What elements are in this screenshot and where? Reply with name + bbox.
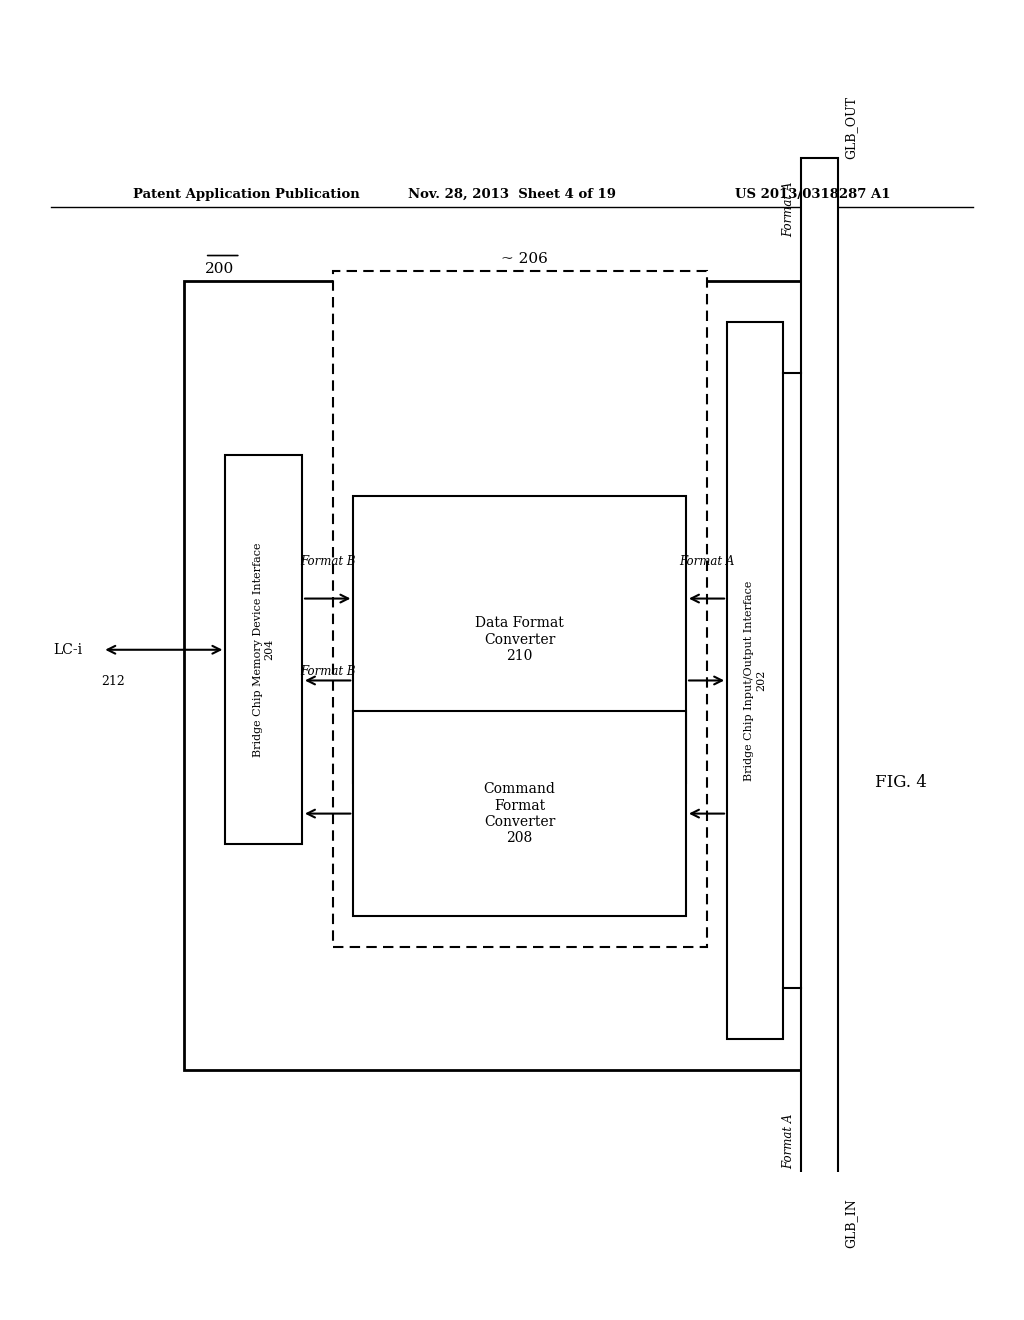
Text: Command
Format
Converter
208: Command Format Converter 208: [483, 783, 556, 845]
Text: GLB_IN: GLB_IN: [845, 1199, 858, 1249]
FancyBboxPatch shape: [727, 322, 783, 1039]
Text: Format B: Format B: [300, 665, 355, 678]
Text: Format B: Format B: [300, 554, 355, 568]
Text: Nov. 28, 2013  Sheet 4 of 19: Nov. 28, 2013 Sheet 4 of 19: [408, 187, 616, 201]
FancyBboxPatch shape: [353, 496, 686, 783]
FancyBboxPatch shape: [353, 711, 686, 916]
Text: GLB_OUT: GLB_OUT: [845, 96, 858, 158]
FancyBboxPatch shape: [333, 271, 707, 946]
Text: Format A: Format A: [679, 554, 734, 568]
FancyBboxPatch shape: [184, 281, 819, 1069]
Text: Bridge Chip Memory Device Interface
204: Bridge Chip Memory Device Interface 204: [253, 543, 274, 756]
Text: LC-i: LC-i: [53, 643, 82, 657]
Text: 200: 200: [205, 261, 234, 276]
Text: US 2013/0318287 A1: US 2013/0318287 A1: [735, 187, 891, 201]
Text: Data Format
Converter
210: Data Format Converter 210: [475, 616, 564, 663]
Text: Format A: Format A: [782, 182, 796, 238]
Text: Bridge Chip Input/Output Interface
202: Bridge Chip Input/Output Interface 202: [744, 581, 766, 780]
Text: 212: 212: [100, 676, 125, 688]
Text: FIG. 4: FIG. 4: [876, 775, 927, 792]
Text: ~ 206: ~ 206: [501, 252, 548, 265]
Text: Format A: Format A: [782, 1114, 796, 1170]
Text: Patent Application Publication: Patent Application Publication: [133, 187, 359, 201]
FancyBboxPatch shape: [225, 455, 302, 845]
FancyBboxPatch shape: [801, 158, 838, 1192]
